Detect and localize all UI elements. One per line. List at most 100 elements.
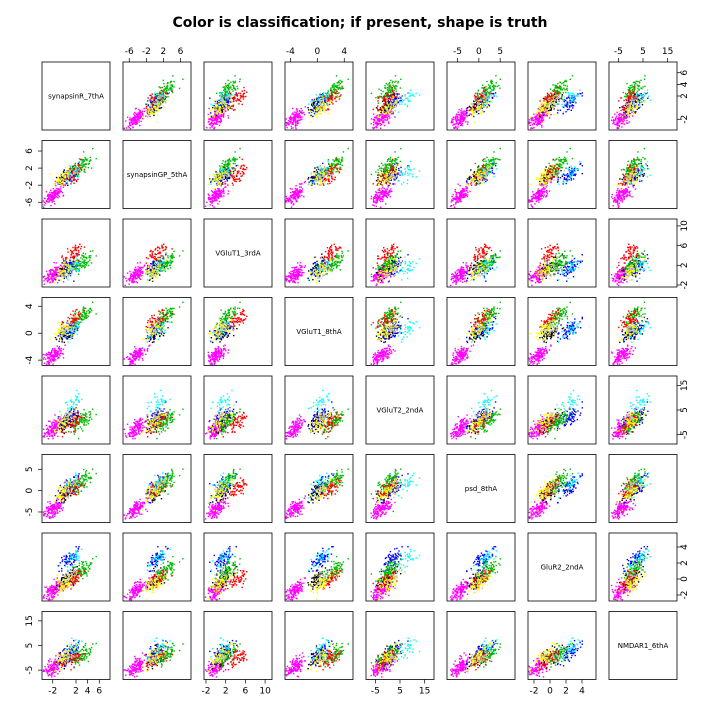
data-point: [637, 91, 638, 92]
data-point: [554, 100, 555, 101]
data-point: [388, 121, 389, 122]
data-point: [340, 94, 341, 95]
data-point: [59, 176, 60, 177]
data-point: [565, 100, 566, 101]
data-point: [553, 114, 554, 115]
data-point: [62, 180, 63, 181]
data-point: [211, 117, 212, 118]
data-point: [628, 91, 629, 92]
data-point: [543, 108, 544, 109]
data-point: [564, 89, 565, 90]
data-point: [457, 116, 458, 117]
data-point: [391, 113, 392, 114]
data-point: [389, 82, 390, 83]
data-point: [220, 100, 221, 101]
data-point: [552, 84, 553, 85]
data-point: [228, 117, 229, 118]
data-point: [221, 178, 222, 179]
data-point: [466, 117, 467, 118]
data-point: [208, 184, 209, 185]
data-point: [140, 115, 141, 116]
data-point: [399, 104, 400, 105]
data-point: [542, 113, 543, 114]
data-point: [386, 95, 387, 96]
data-point: [551, 95, 552, 96]
data-point: [243, 96, 244, 97]
data-point: [208, 195, 209, 196]
data-point: [167, 90, 168, 91]
data-point: [223, 195, 224, 196]
data-point: [617, 127, 618, 128]
data-point: [384, 113, 385, 114]
data-point: [563, 111, 564, 112]
data-point: [240, 173, 241, 174]
data-point: [489, 95, 490, 96]
data-point: [410, 94, 411, 95]
data-point: [221, 172, 222, 173]
data-point: [243, 98, 244, 99]
data-point: [159, 104, 160, 105]
data-point: [627, 108, 628, 109]
data-point: [572, 98, 573, 99]
data-point: [167, 85, 168, 86]
data-point: [54, 194, 55, 195]
data-point: [208, 118, 209, 119]
data-point: [246, 91, 247, 92]
data-point: [128, 127, 129, 128]
data-point: [132, 121, 133, 122]
data-point: [315, 99, 316, 100]
data-point: [70, 170, 71, 171]
data-point: [228, 108, 229, 109]
data-point: [131, 118, 132, 119]
data-point: [290, 122, 291, 123]
data-point: [626, 110, 627, 111]
data-point: [245, 169, 246, 170]
data-point: [638, 81, 639, 82]
data-point: [76, 165, 77, 166]
data-point: [571, 97, 572, 98]
data-point: [222, 111, 223, 112]
data-point: [612, 117, 613, 118]
data-point: [208, 121, 209, 122]
data-point: [378, 115, 379, 116]
data-point: [388, 104, 389, 105]
data-point: [222, 87, 223, 88]
data-point: [160, 107, 161, 108]
data-point: [375, 97, 376, 98]
data-point: [212, 205, 213, 206]
data-point: [295, 117, 296, 118]
data-point: [62, 182, 63, 183]
data-point: [171, 90, 172, 91]
data-point: [386, 83, 387, 84]
data-point: [315, 115, 316, 116]
data-point: [409, 100, 410, 101]
data-point: [216, 190, 217, 191]
data-point: [634, 87, 635, 88]
data-point: [553, 106, 554, 107]
data-point: [392, 81, 393, 82]
data-point: [85, 166, 86, 167]
data-point: [227, 98, 228, 99]
data-point: [541, 115, 542, 116]
data-point: [568, 97, 569, 98]
data-point: [564, 101, 565, 102]
data-point: [485, 99, 486, 100]
data-point: [233, 159, 234, 160]
data-point: [161, 87, 162, 88]
data-point: [301, 119, 302, 120]
data-point: [160, 87, 161, 88]
data-point: [208, 197, 209, 198]
data-point: [227, 90, 228, 91]
data-point: [558, 98, 559, 99]
data-point: [164, 97, 165, 98]
data-point: [462, 123, 463, 124]
data-point: [291, 207, 292, 208]
data-point: [241, 159, 242, 160]
data-point: [341, 86, 342, 87]
data-point: [223, 111, 224, 112]
data-point: [642, 104, 643, 105]
data-point: [377, 109, 378, 110]
data-point: [297, 121, 298, 122]
data-point: [338, 84, 339, 85]
data-point: [407, 105, 408, 106]
